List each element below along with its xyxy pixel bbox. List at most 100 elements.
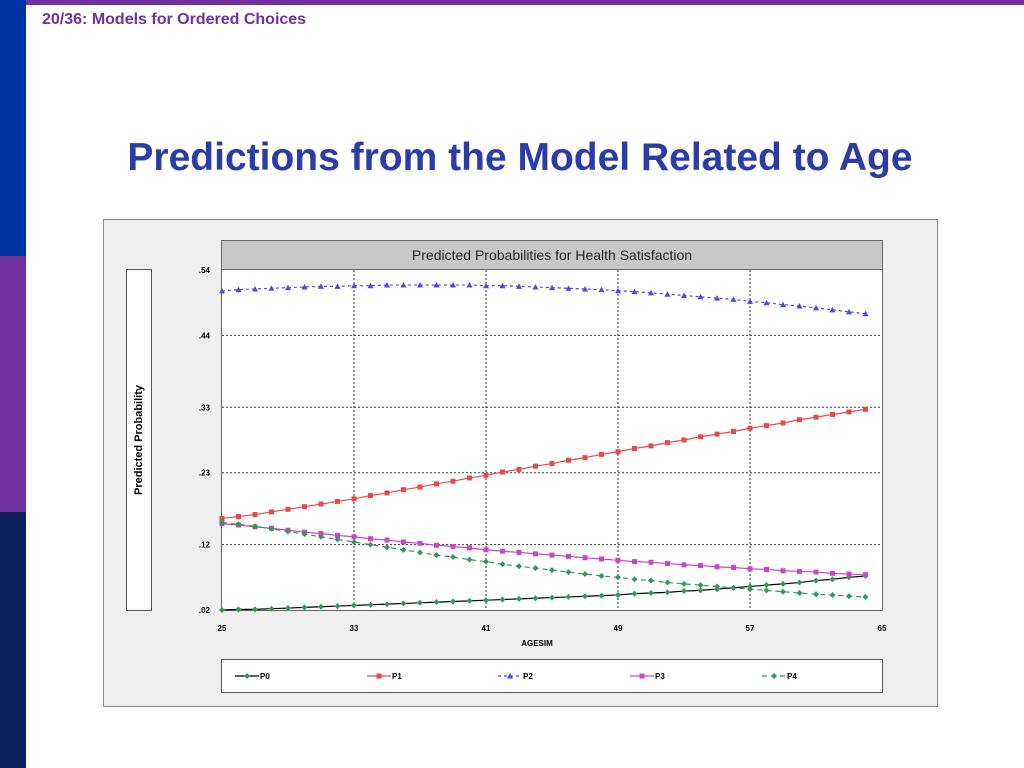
- point-p0: [384, 601, 390, 608]
- chart-title: Predicted Probabilities for Health Satis…: [222, 241, 882, 270]
- point-p1: [582, 455, 588, 461]
- point-p3: [516, 549, 522, 555]
- point-p3: [335, 532, 340, 538]
- point-p3: [846, 571, 852, 577]
- point-p1: [797, 417, 802, 423]
- point-p0: [450, 598, 456, 605]
- point-p2: [384, 282, 390, 288]
- point-p0: [648, 590, 654, 596]
- point-p4: [417, 549, 423, 556]
- y-tick-label: .02: [199, 606, 211, 615]
- point-p0: [598, 592, 605, 599]
- point-p0: [433, 599, 440, 606]
- point-p4: [334, 536, 341, 543]
- point-p1: [236, 514, 241, 519]
- point-p4: [235, 521, 242, 528]
- point-p1: [368, 493, 373, 499]
- point-p0: [351, 602, 357, 609]
- point-p3: [599, 556, 604, 562]
- point-p3: [764, 566, 769, 572]
- accent-segment-navy: [0, 512, 26, 768]
- x-tick-label: 65: [878, 624, 887, 633]
- point-p0: [219, 607, 225, 613]
- point-p4: [664, 579, 671, 586]
- point-p4: [301, 531, 308, 538]
- point-p1: [417, 484, 423, 490]
- point-p2: [681, 292, 687, 298]
- point-p2: [450, 282, 456, 288]
- point-p3: [401, 539, 406, 545]
- point-p2: [252, 285, 258, 292]
- x-tick-label: 57: [746, 624, 755, 633]
- point-p3: [665, 561, 670, 567]
- point-p3: [318, 531, 324, 536]
- point-p1: [318, 501, 324, 507]
- point-p3: [615, 557, 621, 563]
- point-p2: [829, 306, 836, 313]
- legend-marker-p0: [244, 673, 250, 679]
- point-p3: [863, 572, 868, 578]
- series-line-p3: [221, 523, 866, 576]
- point-p4: [318, 533, 324, 540]
- point-p3: [797, 568, 802, 574]
- point-p0: [301, 604, 308, 611]
- point-p2: [334, 283, 341, 289]
- y-tick-label: .44: [199, 331, 211, 340]
- point-p0: [285, 605, 291, 612]
- legend-label-p0: P0: [260, 672, 270, 681]
- point-p3: [813, 569, 819, 575]
- point-p3: [731, 565, 736, 570]
- point-p0: [252, 606, 258, 613]
- point-p1: [665, 440, 670, 446]
- point-p0: [664, 589, 671, 596]
- point-p3: [483, 547, 489, 553]
- point-p4: [615, 574, 621, 581]
- point-p2: [235, 286, 242, 293]
- point-p1: [434, 481, 439, 487]
- series-line-p0: [221, 575, 866, 611]
- x-tick-label: 41: [482, 624, 491, 633]
- point-p2: [433, 282, 440, 288]
- x-tick-label: 49: [614, 624, 623, 633]
- point-p2: [730, 296, 737, 302]
- point-p2: [483, 282, 489, 289]
- legend-label-p4: P4: [787, 672, 797, 681]
- point-p0: [268, 605, 275, 612]
- x-axis-label: AGESIM: [521, 639, 553, 648]
- point-p1: [302, 504, 307, 510]
- point-p3: [681, 562, 687, 568]
- point-p1: [285, 506, 291, 512]
- point-p4: [730, 584, 737, 591]
- point-p0: [400, 600, 407, 607]
- point-p1: [830, 412, 835, 417]
- point-p0: [813, 577, 819, 584]
- point-p2: [219, 287, 225, 294]
- point-p0: [697, 587, 704, 594]
- point-p3: [500, 548, 505, 554]
- point-p1: [252, 512, 258, 518]
- point-p0: [532, 595, 539, 602]
- point-p1: [615, 449, 621, 455]
- legend-marker-p4: [771, 673, 777, 679]
- point-p1: [681, 437, 687, 443]
- point-p2: [318, 283, 324, 289]
- point-p0: [318, 603, 324, 610]
- point-p0: [549, 594, 555, 601]
- y-tick-label: .12: [199, 541, 211, 550]
- point-p3: [830, 570, 835, 576]
- point-p2: [747, 298, 753, 304]
- point-p3: [648, 559, 654, 565]
- point-p1: [533, 463, 538, 469]
- point-p2: [846, 308, 852, 315]
- point-p2: [351, 282, 357, 289]
- point-p1: [549, 461, 555, 467]
- point-p4: [367, 541, 374, 548]
- point-p1: [384, 490, 390, 496]
- point-p4: [532, 565, 539, 572]
- point-p0: [631, 590, 638, 597]
- point-p3: [566, 553, 571, 559]
- point-p0: [681, 588, 687, 595]
- point-p2: [400, 282, 407, 288]
- point-p4: [648, 577, 654, 584]
- point-p1: [714, 431, 720, 437]
